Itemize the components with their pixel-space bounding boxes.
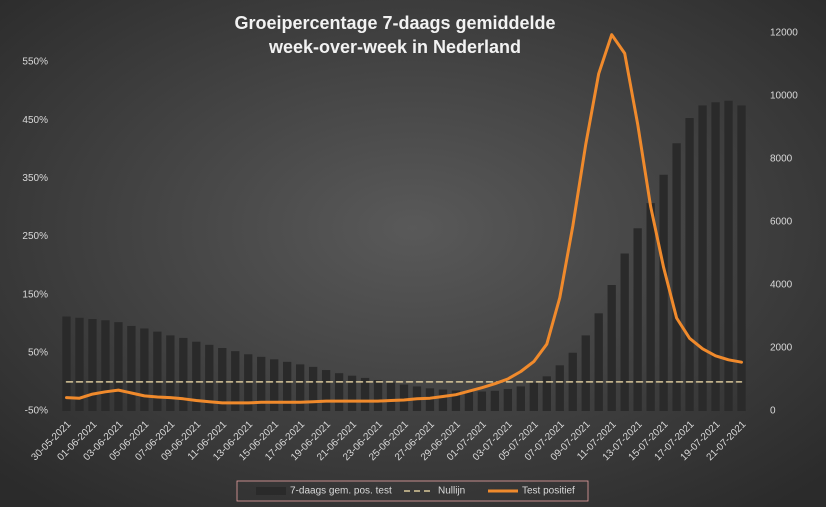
bar: [542, 376, 551, 411]
y-tick-label: 250%: [22, 231, 48, 242]
y2-tick-label: 2000: [770, 343, 793, 354]
bar: [620, 253, 629, 411]
bar: [607, 285, 616, 411]
y2-tick-label: 8000: [770, 154, 793, 165]
bar: [516, 386, 525, 411]
legend-label: Test positief: [522, 486, 575, 497]
bar: [75, 317, 84, 411]
bar: [218, 348, 227, 411]
bar: [334, 373, 344, 411]
bar: [114, 322, 123, 411]
bar: [737, 105, 746, 411]
bar: [659, 174, 668, 411]
legend-box: [236, 480, 589, 502]
bar: [321, 370, 331, 411]
line: [65, 33, 743, 405]
bar: [101, 320, 110, 411]
bar: [698, 105, 707, 411]
bar: [205, 344, 214, 411]
bar: [295, 364, 305, 411]
y-tick-label: -50%: [25, 406, 48, 417]
legend-swatch: [256, 487, 286, 495]
bar: [347, 375, 357, 411]
bar: [633, 228, 642, 411]
bar: [257, 356, 266, 411]
chart-title: Groeipercentage 7-daags gemiddelde: [234, 13, 555, 33]
bar: [166, 335, 175, 411]
bar: [672, 143, 681, 411]
bar: [685, 118, 694, 412]
bar: [490, 390, 500, 411]
bar: [581, 335, 590, 411]
legend-label: 7-daags gem. pos. test: [290, 486, 392, 497]
bar: [711, 102, 720, 412]
y-tick-label: 50%: [28, 347, 48, 358]
bar: [270, 359, 279, 411]
legend-label: Nullijn: [438, 486, 465, 497]
y2-tick-label: 6000: [770, 217, 793, 228]
y-tick-label: 150%: [22, 289, 48, 300]
bar: [464, 391, 474, 411]
bar: [308, 366, 318, 411]
bar: [179, 337, 188, 411]
bar: [88, 319, 97, 411]
bar: [477, 391, 487, 411]
y-tick-label: 350%: [22, 173, 48, 184]
bar: [140, 328, 149, 411]
bar: [192, 341, 201, 411]
y2-tick-label: 0: [770, 406, 776, 417]
chart-subtitle: week-over-week in Nederland: [268, 37, 521, 57]
bar: [386, 382, 396, 411]
y-tick-label: 450%: [22, 115, 48, 126]
bar: [646, 203, 655, 411]
bar: [438, 389, 448, 411]
bar: [594, 313, 603, 411]
bar: [127, 325, 136, 411]
bar: [399, 384, 409, 411]
y-tick-label: 550%: [22, 57, 48, 68]
bar: [555, 365, 564, 411]
bar: [503, 388, 513, 411]
bar: [724, 100, 733, 411]
y2-tick-label: 4000: [770, 280, 793, 291]
bar: [283, 361, 292, 411]
y2-tick-label: 10000: [770, 91, 798, 102]
bar: [360, 377, 370, 411]
bar: [451, 390, 461, 411]
bar: [153, 331, 162, 411]
bar: [373, 380, 383, 411]
bar: [231, 351, 240, 411]
bar: [62, 316, 71, 411]
y2-tick-label: 12000: [770, 28, 798, 39]
bar: [529, 382, 538, 411]
